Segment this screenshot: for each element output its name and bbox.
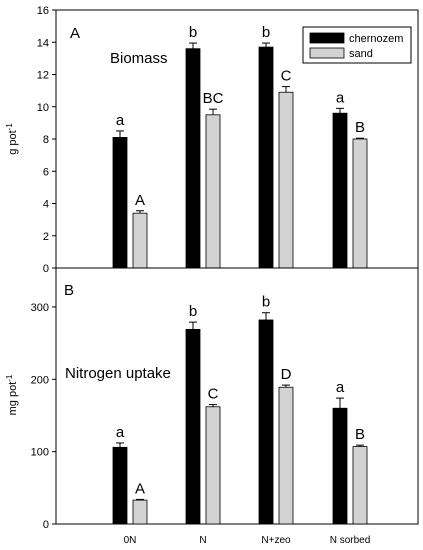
panel-b-bar-chernozem [332, 407, 348, 525]
panel-b-y-tick-label: 100 [31, 447, 49, 459]
legend-label-chernozem: chernozem [349, 33, 403, 45]
panel-b-bar-sand [352, 446, 368, 525]
panel-a-y-tick-label: 12 [37, 70, 49, 82]
panel-b-y-tick-label: 0 [43, 519, 49, 531]
panel-a-ylabel-text: g pot [7, 130, 19, 154]
panel-b: B Nitrogen uptake mg pot-1 0 100 200 300 a b… [5, 267, 419, 546]
panel-b-significance-letter: b [189, 303, 197, 320]
panel-a-bar-chernozem [112, 136, 128, 269]
panel-b-significance-letter: C [208, 386, 219, 403]
panel-a-title: Biomass [110, 50, 168, 67]
panel-a-y-tick-label: 6 [43, 166, 49, 178]
panel-a-ylabel-exp: -1 [5, 123, 14, 131]
panel-b-ylabel-exp: -1 [5, 374, 14, 382]
panel-b-bar-sand [205, 406, 221, 525]
panel-b-y-tick-label: 200 [31, 374, 49, 386]
panel-a-y-tick-label: 8 [43, 134, 49, 146]
panel-b-significance-letter: B [355, 426, 365, 443]
x-tick-label: N+zeo [261, 535, 291, 546]
panel-b-bars: a b b a A C D B [112, 294, 368, 525]
panel-b-y-axis: 0 100 200 300 [31, 302, 56, 531]
panel-a-bar-sand [352, 138, 368, 269]
panel-b-significance-letter: b [262, 294, 270, 311]
panel-b-letter: B [64, 282, 74, 299]
panel-a-y-tick-label: 4 [43, 199, 49, 211]
panel-a-significance-letter: b [189, 24, 197, 41]
panel-a-y-tick-label: 10 [37, 102, 49, 114]
panel-a-bar-chernozem [185, 48, 201, 269]
panel-b-significance-letter: A [135, 480, 145, 497]
panel-a-significance-letter: a [116, 112, 125, 129]
panel-a-significance-letter: B [355, 119, 365, 136]
panel-b-title: Nitrogen uptake [65, 365, 171, 382]
panel-b-bar-chernozem [185, 328, 201, 525]
panel-a-bar-sand [132, 212, 148, 269]
panel-b-bar-chernozem [112, 446, 128, 525]
x-tick-label: 0N [124, 535, 137, 546]
panel-b-significance-letter: a [116, 424, 125, 441]
x-tick-labels: 0N N N+zeo N sorbed [124, 535, 371, 546]
panel-b-y-tick-label: 300 [31, 302, 49, 314]
panel-a-ylabel: g pot-1 [5, 123, 19, 155]
panel-b-ylabel-text: mg pot [7, 382, 19, 416]
panel-a-significance-letter: A [135, 192, 145, 209]
panel-a-y-axis: 0 2 4 6 8 10 12 14 16 [37, 5, 56, 275]
panel-b-significance-letter: a [336, 379, 345, 396]
panel-a: A Biomass g pot-1 0 2 4 6 8 10 12 14 16 a b b a A BC C… [5, 5, 419, 275]
panel-a-y-tick-label: 2 [43, 231, 49, 243]
panel-b-bar-sand [132, 499, 148, 525]
panel-a-bar-sand [205, 114, 221, 269]
panel-a-y-tick-label: 16 [37, 5, 49, 17]
panel-a-significance-letter: C [281, 68, 292, 85]
panel-a-bars: a b b a A BC C B [112, 24, 368, 269]
panel-a-y-tick-label: 0 [43, 263, 49, 275]
x-tick-label: N [199, 535, 206, 546]
panel-a-significance-letter: b [262, 24, 270, 41]
panel-a-bar-chernozem [332, 112, 348, 269]
legend-swatch-sand [309, 47, 345, 59]
panel-b-bar-chernozem [258, 319, 274, 525]
panel-b-ylabel: mg pot-1 [5, 374, 19, 415]
panel-a-letter: A [70, 25, 80, 42]
panel-a-significance-letter: BC [203, 90, 224, 107]
legend-label-sand: sand [349, 48, 373, 60]
panel-a-bar-chernozem [258, 46, 274, 269]
panel-a-bar-sand [278, 91, 294, 269]
x-tick-label: N sorbed [330, 535, 371, 546]
panel-b-significance-letter: D [281, 366, 292, 383]
panel-b-bar-sand [278, 386, 294, 525]
legend-swatch-chernozem [309, 32, 345, 44]
panel-a-y-tick-label: 14 [37, 37, 49, 49]
panel-b-frame [55, 267, 419, 525]
panel-a-significance-letter: a [336, 89, 345, 106]
legend: chernozem sand [302, 26, 412, 64]
